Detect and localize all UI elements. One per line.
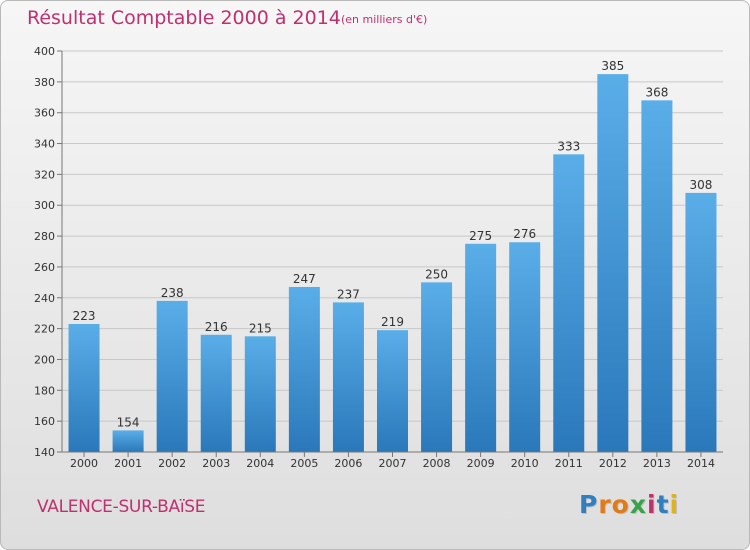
bar xyxy=(421,282,453,452)
y-tick-label: 380 xyxy=(34,76,55,89)
bar xyxy=(156,300,188,452)
x-tick-label: 2009 xyxy=(467,457,495,470)
y-tick-label: 180 xyxy=(34,384,55,397)
bar xyxy=(685,192,717,452)
data-label: 237 xyxy=(337,287,360,301)
data-label: 385 xyxy=(601,59,624,73)
bar xyxy=(553,154,585,453)
y-tick-label: 360 xyxy=(34,107,55,120)
logo-letter: i xyxy=(647,490,657,519)
y-tick-label: 400 xyxy=(34,45,55,58)
data-label: 333 xyxy=(557,139,580,153)
data-label: 219 xyxy=(381,315,404,329)
bar xyxy=(332,302,364,452)
x-tick-label: 2004 xyxy=(246,457,274,470)
x-tick-label: 2006 xyxy=(334,457,362,470)
data-label: 216 xyxy=(205,320,228,334)
y-tick-label: 200 xyxy=(34,353,55,366)
x-tick-label: 2011 xyxy=(555,457,583,470)
x-tick-label: 2002 xyxy=(158,457,186,470)
chart-subtitle: (en milliers d'€) xyxy=(341,13,428,26)
data-label: 276 xyxy=(513,227,536,241)
bar xyxy=(465,243,497,452)
data-label: 223 xyxy=(73,309,96,323)
logo-letter: i xyxy=(669,490,680,519)
bar xyxy=(509,242,541,452)
y-tick-label: 320 xyxy=(34,168,55,181)
logo-letter: t xyxy=(656,490,670,519)
bar xyxy=(244,336,276,452)
chart-title: Résultat Comptable 2000 à 2014 xyxy=(27,7,341,29)
logo-letter: o xyxy=(611,490,630,519)
x-tick-label: 2007 xyxy=(379,457,407,470)
x-tick-label: 2012 xyxy=(599,457,627,470)
data-label: 250 xyxy=(425,267,448,281)
data-label: 308 xyxy=(690,178,713,192)
bar xyxy=(68,323,100,452)
x-tick-label: 2014 xyxy=(687,457,715,470)
y-tick-label: 280 xyxy=(34,230,55,243)
x-tick-label: 2001 xyxy=(114,457,142,470)
x-tick-label: 2010 xyxy=(511,457,539,470)
y-tick-label: 240 xyxy=(34,292,55,305)
data-label: 215 xyxy=(249,321,272,335)
x-tick-label: 2000 xyxy=(70,457,98,470)
bar xyxy=(288,286,320,452)
y-tick-label: 140 xyxy=(34,446,55,459)
bar xyxy=(200,334,232,452)
proxiti-logo: Proxiti xyxy=(579,490,679,519)
city-name: VALENCE-SUR-BAïSE xyxy=(37,497,206,517)
data-label: 238 xyxy=(161,286,184,300)
x-tick-label: 2013 xyxy=(643,457,671,470)
logo-letter: r xyxy=(598,490,612,519)
bar xyxy=(641,100,673,452)
x-tick-label: 2008 xyxy=(423,457,451,470)
y-tick-label: 260 xyxy=(34,261,55,274)
x-tick-label: 2003 xyxy=(202,457,230,470)
bar xyxy=(377,330,408,452)
data-label: 275 xyxy=(469,229,492,243)
bar xyxy=(112,430,144,452)
y-tick-label: 220 xyxy=(34,323,55,336)
logo-letter: x xyxy=(629,490,647,519)
y-tick-label: 160 xyxy=(34,415,55,428)
data-label: 247 xyxy=(293,272,316,286)
x-tick-label: 2005 xyxy=(290,457,318,470)
data-label: 368 xyxy=(645,85,668,99)
bar xyxy=(597,74,629,452)
data-label: 154 xyxy=(117,415,140,429)
y-tick-label: 300 xyxy=(34,199,55,212)
y-tick-label: 340 xyxy=(34,138,55,151)
logo-letter: P xyxy=(579,490,599,519)
